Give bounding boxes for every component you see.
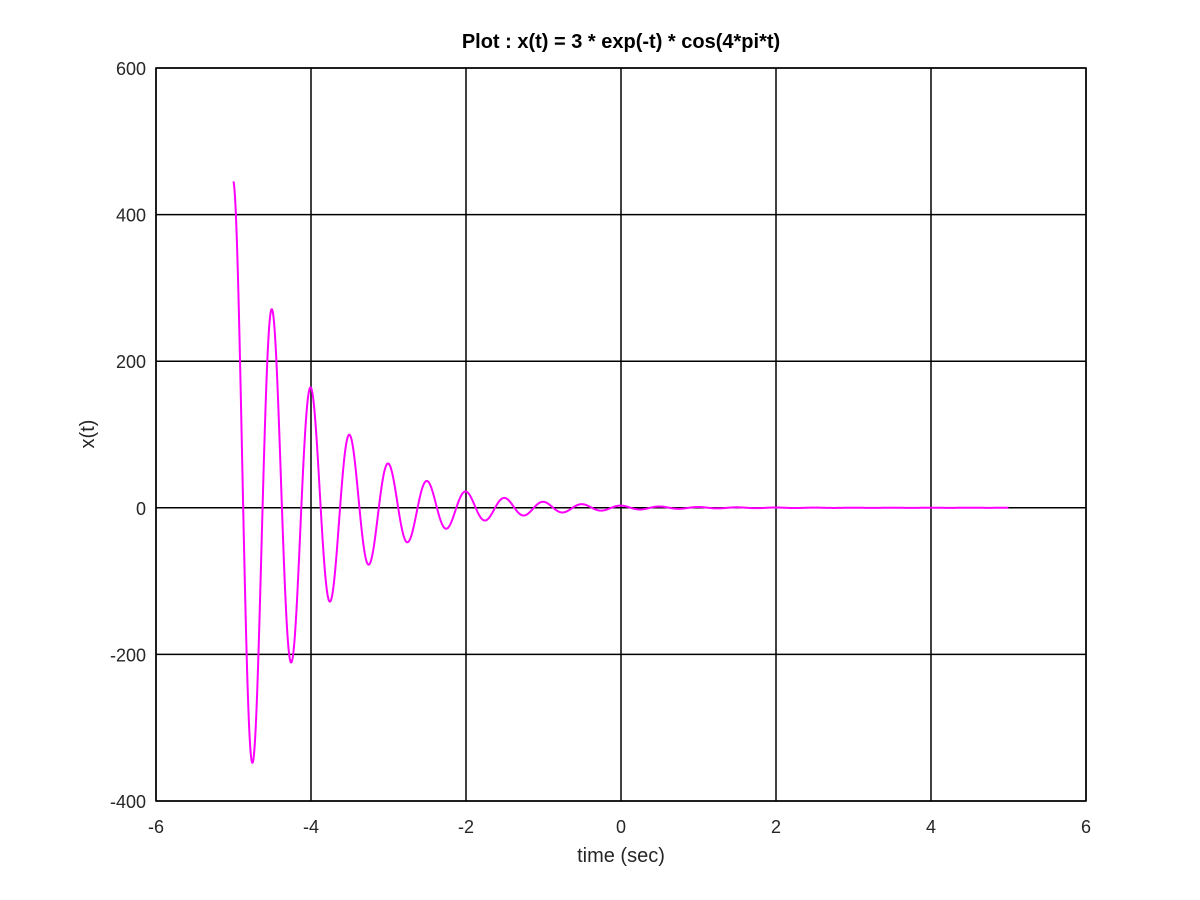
plot-area <box>232 180 1010 764</box>
y-tick-label: 400 <box>116 206 146 226</box>
y-tick-label: 0 <box>136 499 146 519</box>
y-ticks: -400 -200 0 200 400 600 <box>110 59 146 812</box>
x-tick-label: 6 <box>1081 817 1091 837</box>
y-tick-label: 600 <box>116 59 146 79</box>
y-tick-label: -400 <box>110 792 146 812</box>
x-tick-label: -4 <box>303 817 319 837</box>
y-tick-label: 200 <box>116 352 146 372</box>
x-axis-label: time (sec) <box>577 845 665 867</box>
x-tick-label: 0 <box>616 817 626 837</box>
x-tick-label: 2 <box>771 817 781 837</box>
x-tick-label: -6 <box>148 817 164 837</box>
x-tick-label: -2 <box>458 817 474 837</box>
y-axis-label: x(t) <box>77 420 99 449</box>
chart-title: Plot : x(t) = 3 * exp(-t) * cos(4*pi*t) <box>462 31 780 53</box>
x-tick-label: 4 <box>926 817 936 837</box>
series-line <box>232 180 1010 764</box>
y-tick-label: -200 <box>110 645 146 665</box>
axes-box <box>155 67 1087 802</box>
x-ticks: -6 -4 -2 0 2 4 6 <box>148 817 1091 837</box>
